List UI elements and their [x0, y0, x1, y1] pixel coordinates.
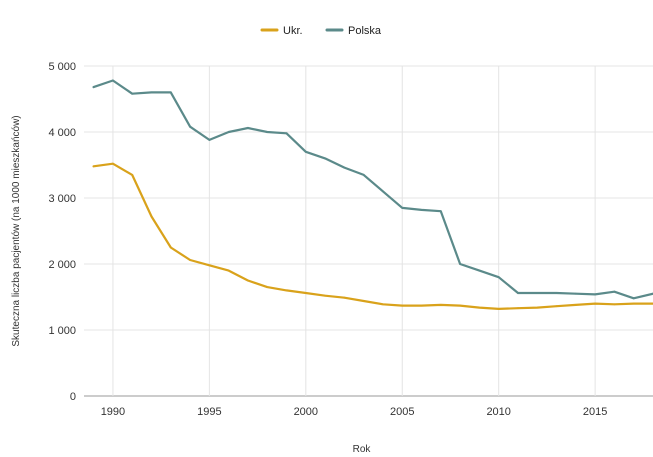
legend-label-ukr: Ukr. — [283, 25, 303, 37]
data-point-polska — [112, 79, 114, 82]
data-point-polska — [150, 91, 153, 94]
x-tick-label: 2010 — [486, 406, 510, 418]
data-point-polska — [574, 292, 577, 295]
data-point-ukr — [478, 306, 481, 309]
data-point-ukr — [439, 304, 442, 306]
data-point-ukr — [169, 246, 172, 249]
x-tick-label: 2000 — [294, 406, 318, 418]
axes: 0 1 000 2 000 3 000 4 000 5 000 1990 1995 2000 20… — [48, 61, 607, 418]
data-point-polska — [227, 131, 230, 133]
data-point-ukr — [208, 264, 211, 267]
data-point-ukr — [382, 303, 384, 306]
data-point-polska — [208, 139, 211, 141]
series-line-polska — [92, 79, 653, 300]
gridlines — [84, 65, 653, 397]
data-point-polska — [382, 190, 384, 193]
data-point-polska — [92, 86, 95, 88]
data-point-ukr — [536, 306, 539, 309]
data-point-polska — [420, 209, 423, 211]
data-point-polska — [497, 276, 500, 279]
data-point-ukr — [343, 296, 346, 299]
data-point-ukr — [266, 286, 269, 288]
data-point-polska — [536, 292, 539, 294]
data-point-ukr — [517, 307, 519, 310]
data-point-polska — [362, 174, 365, 176]
data-point-ukr — [112, 162, 114, 165]
y-tick-label: 4 000 — [48, 127, 76, 139]
data-point-polska — [459, 263, 461, 265]
data-point-ukr — [304, 292, 307, 294]
data-point-polska — [285, 132, 288, 135]
x-tick-label: 1990 — [101, 406, 125, 418]
data-point-ukr — [420, 304, 423, 307]
data-point-ukr — [150, 215, 153, 218]
data-point-polska — [401, 207, 404, 209]
legend: Ukr. Polska — [260, 25, 382, 37]
data-point-polska — [632, 297, 635, 300]
data-point-ukr — [227, 269, 230, 272]
data-point-polska — [266, 131, 269, 133]
x-tick-label: 1995 — [197, 406, 221, 418]
data-point-polska — [343, 166, 346, 169]
data-point-ukr — [497, 308, 500, 310]
data-point-polska — [247, 127, 249, 129]
data-point-ukr — [189, 259, 192, 261]
data-point-polska — [613, 290, 616, 293]
x-tick-label: 2015 — [583, 406, 607, 418]
legend-label-polska: Polska — [348, 25, 382, 37]
data-point-ukr — [555, 305, 558, 308]
y-tick-label: 5 000 — [48, 61, 76, 73]
data-point-polska — [439, 210, 442, 213]
data-point-polska — [478, 269, 481, 272]
data-point-ukr — [92, 165, 95, 168]
data-point-ukr — [574, 304, 577, 306]
x-tick-label: 2005 — [390, 406, 414, 418]
data-point-polska — [517, 292, 519, 294]
x-axis-title: Rok — [353, 444, 372, 455]
data-point-ukr — [401, 304, 404, 307]
data-point-ukr — [324, 294, 326, 297]
data-point-polska — [131, 92, 134, 95]
data-point-ukr — [247, 279, 249, 282]
data-point-ukr — [632, 302, 635, 305]
data-point-ukr — [362, 300, 365, 302]
series-lines — [92, 79, 653, 310]
data-point-polska — [304, 150, 307, 153]
data-point-polska — [169, 91, 172, 94]
data-point-polska — [189, 125, 192, 128]
data-point-polska — [555, 292, 558, 294]
series-line-ukr — [92, 162, 653, 310]
y-tick-label: 2 000 — [48, 259, 76, 271]
data-point-ukr — [459, 304, 461, 307]
data-point-polska — [324, 157, 326, 160]
data-point-ukr — [131, 174, 134, 176]
data-point-ukr — [613, 303, 616, 306]
data-point-ukr — [594, 302, 596, 305]
data-point-ukr — [285, 289, 288, 292]
y-axis-title: Skuteczna liczba pacjentów (na 1000 mies… — [11, 115, 22, 346]
y-tick-label: 1 000 — [48, 325, 76, 337]
y-tick-label: 0 — [70, 391, 76, 403]
data-point-polska — [594, 293, 596, 296]
y-tick-label: 3 000 — [48, 193, 76, 205]
